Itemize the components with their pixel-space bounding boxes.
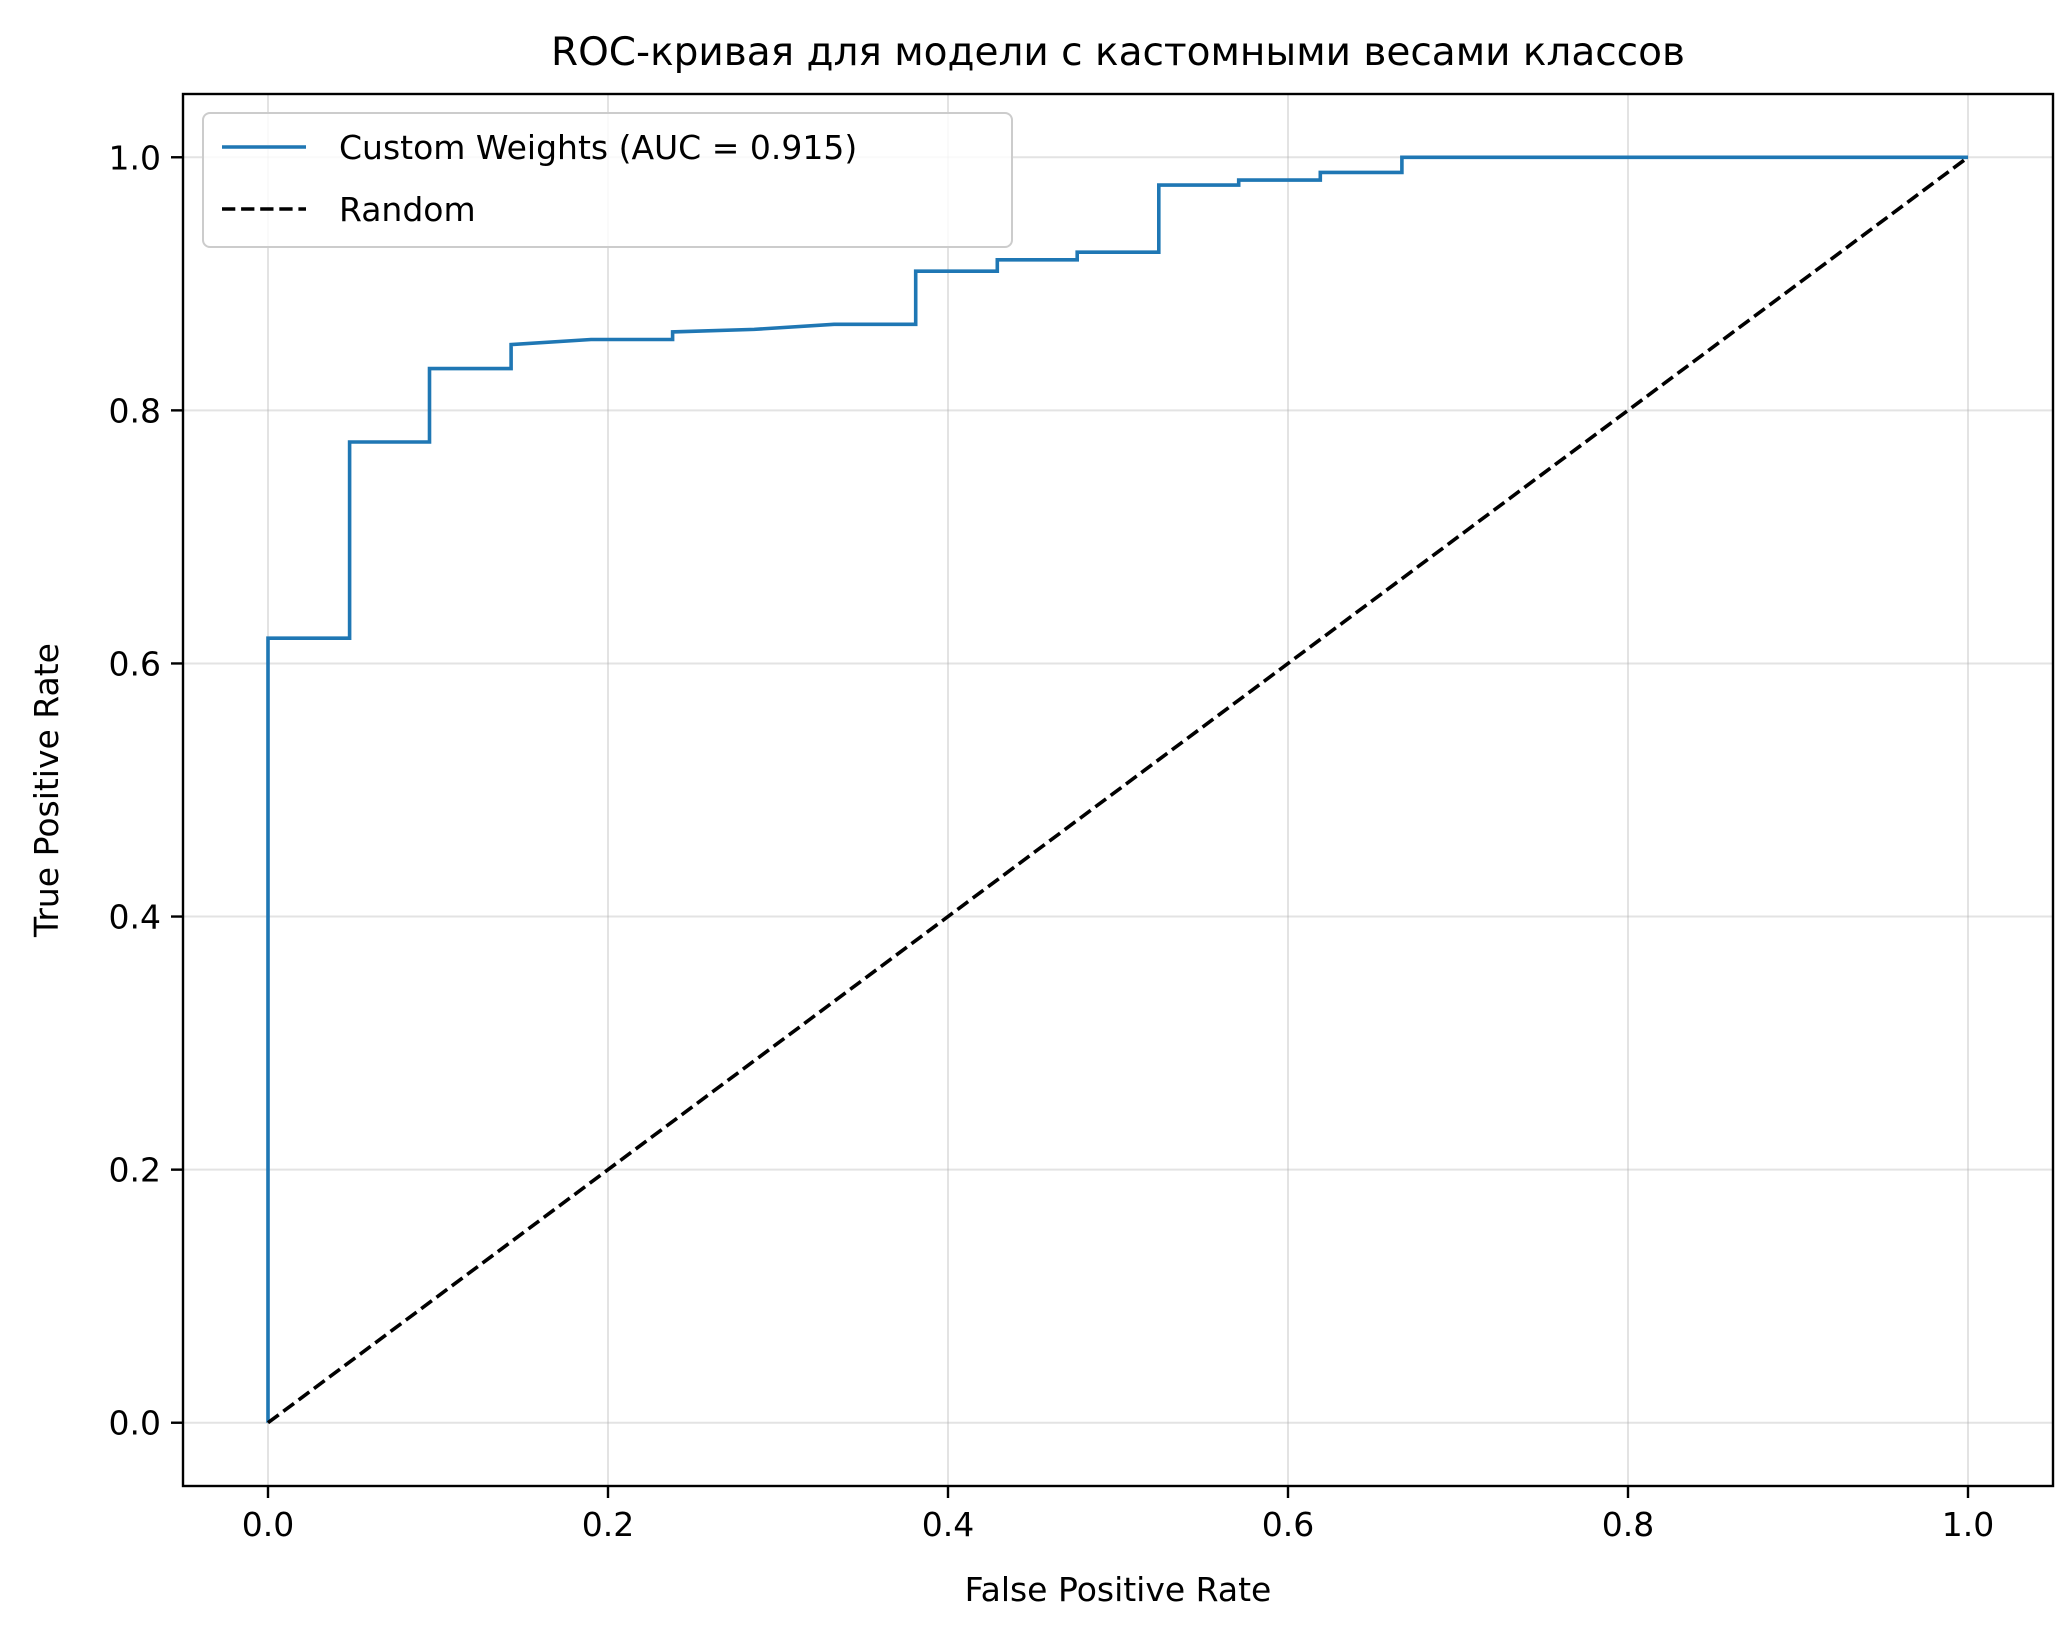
x-tick-label-2: 0.4 [922, 1505, 974, 1544]
x-tick-label-0: 0.0 [242, 1505, 294, 1544]
y-axis-label: True Positive Rate [27, 643, 66, 938]
plot-area [266, 155, 1970, 1425]
y-tick-label-4: 0.8 [109, 391, 161, 430]
y-tick-label-0: 0.0 [109, 1404, 161, 1443]
legend-entry-custom-weights: Custom Weights (AUC = 0.915) [339, 128, 857, 167]
legend-box [202, 112, 1013, 248]
y-tick-label-3: 0.6 [109, 644, 161, 683]
grid [183, 94, 2053, 1486]
chart-title: ROC-кривая для модели с кастомными весам… [551, 30, 1685, 75]
x-tick-label-3: 0.6 [1262, 1505, 1314, 1544]
legend: Custom Weights (AUC = 0.915) Random [202, 112, 1013, 248]
y-tick-label-2: 0.4 [109, 898, 161, 937]
y-tick-label-1: 0.2 [109, 1151, 161, 1190]
y-axis: 0.0 0.2 0.4 0.6 0.8 1.0 [109, 138, 183, 1443]
series-layer [266, 155, 1970, 1425]
series-line-random [266, 155, 1970, 1425]
series-line-custom-weights [266, 155, 1968, 1423]
x-tick-label-5: 1.0 [1942, 1505, 1994, 1544]
x-axis: 0.0 0.2 0.4 0.6 0.8 1.0 [242, 1486, 1994, 1544]
x-axis-label: False Positive Rate [965, 1570, 1272, 1609]
y-tick-label-5: 1.0 [109, 138, 161, 177]
axes-frame [181, 92, 2055, 1488]
x-tick-label-4: 0.8 [1602, 1505, 1654, 1544]
legend-entry-random: Random [339, 190, 476, 229]
x-tick-label-1: 0.2 [582, 1505, 634, 1544]
